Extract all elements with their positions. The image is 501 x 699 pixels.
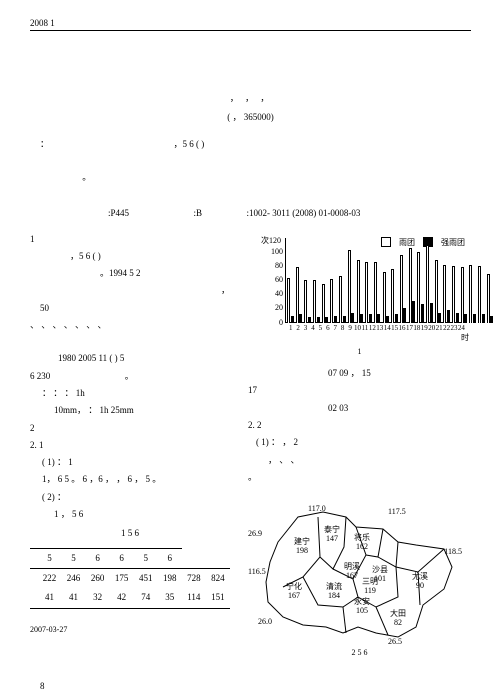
r-p3: ， 、 、	[268, 455, 300, 465]
l-p2a: 1980 2005 11 ( ) 5	[58, 353, 124, 363]
l-p1e: 、 、 、 、 、 、 、	[30, 320, 107, 330]
l-p1d: 50	[40, 303, 49, 313]
rain-table: 55 66 56 222246 260175 451198 728824 414…	[30, 548, 230, 609]
l-p2c: 。	[125, 371, 134, 381]
page-number: 8	[40, 681, 45, 691]
map-coord: 116.5	[248, 565, 266, 579]
author-line: ， ， ，	[30, 91, 471, 104]
l-p1a: ，5 6 ( )	[70, 251, 101, 261]
map-label: 建宁198	[294, 538, 310, 556]
abstract: ： ，5 6 ( )	[40, 137, 461, 152]
chart-xlabel: 时	[461, 331, 469, 345]
map-label: 泰宁147	[324, 526, 340, 544]
sec-2-2: 2. 2	[248, 418, 471, 433]
l-p6: ( 2) ：	[42, 492, 66, 502]
abs-frag1: ，5 6 ( )	[174, 139, 205, 149]
sec-2: 2	[30, 421, 230, 436]
map-coord: 26.0	[258, 615, 272, 629]
body-columns: 1 ，5 6 ( ) 。1994 5 2 ， 50 、 、 、 、 、 、 、 …	[30, 232, 471, 660]
map-coord: 26.5	[388, 635, 402, 649]
class-a: :P445	[108, 208, 129, 218]
r-p1c: 02 03	[328, 403, 348, 413]
map-label: 大田82	[390, 610, 406, 628]
map-label: 三明119	[362, 578, 378, 596]
sec-2-1: 2. 1	[30, 438, 230, 453]
table-row: 4141 3242 7435 114151	[30, 588, 230, 608]
class-c: :1002- 3011 (2008) 01-0008-03	[247, 208, 361, 218]
map-coord: 117.5	[388, 505, 406, 519]
region-map: 117.0 117.5 116.5 118.5 26.9 26.0 26.5 建…	[248, 487, 458, 642]
table-row: 55 66 56	[30, 548, 230, 568]
l-p4: ( 1) ： 1	[42, 457, 73, 467]
l-p1c: ，	[221, 285, 230, 295]
header-left: 2008 1	[30, 18, 55, 28]
r-p2: ( 1) ： ， 2	[256, 437, 298, 447]
left-column: 1 ，5 6 ( ) 。1994 5 2 ， 50 、 、 、 、 、 、 、 …	[30, 232, 230, 660]
table-caption: 1 5 6	[30, 526, 230, 541]
page-header: 2008 1	[30, 18, 471, 31]
r-p1b: 17	[248, 385, 257, 395]
hourly-bar-chart: 次120 雨团 强雨团 1234567891011121314151617181…	[261, 236, 471, 341]
l-p5: 1， 6 5 。 6 ，6 ， ， 6 ， 5 。	[42, 474, 161, 484]
table-row: 222246 260175 451198 728824	[30, 568, 230, 588]
r-p4: 。	[248, 472, 257, 482]
map-label: 尤溪90	[412, 573, 428, 591]
right-column: 次120 雨团 强雨团 1234567891011121314151617181…	[248, 232, 471, 660]
map-coord: 26.9	[248, 527, 262, 541]
footnote: 2007-03-27	[30, 623, 230, 637]
class-b: :B	[194, 208, 203, 218]
l-p1b: 。1994 5 2	[100, 268, 141, 278]
abs-lead: ：	[40, 139, 49, 149]
abstract-2: 。	[40, 170, 461, 185]
l-p7: 1 ， 5 6	[54, 509, 83, 519]
figure-1-caption: 1	[248, 345, 471, 359]
figure-2-caption: 2 5 6	[248, 646, 471, 660]
affiliation: ( ， 365000)	[30, 110, 471, 123]
sec-1: 1	[30, 232, 230, 247]
l-p2b: 6 230	[30, 371, 50, 381]
map-label: 清流184	[326, 583, 342, 601]
map-label: 明溪167	[344, 563, 360, 581]
classification-line: :P445 :B :1002- 3011 (2008) 01-0008-03	[108, 208, 471, 218]
map-label: 永安105	[354, 598, 370, 616]
map-label: 宁化167	[286, 583, 302, 601]
l-p3a: ： ： ： 1h	[42, 388, 85, 398]
map-coord: 118.5	[444, 545, 462, 559]
abs-frag2: 。	[82, 172, 91, 182]
map-coord: 117.0	[308, 502, 326, 516]
map-label: 将乐162	[354, 534, 370, 552]
l-p3b: 10mm， ： 1h 25mm	[54, 405, 134, 415]
r-p1a: 07 09 ， 15	[328, 368, 371, 378]
